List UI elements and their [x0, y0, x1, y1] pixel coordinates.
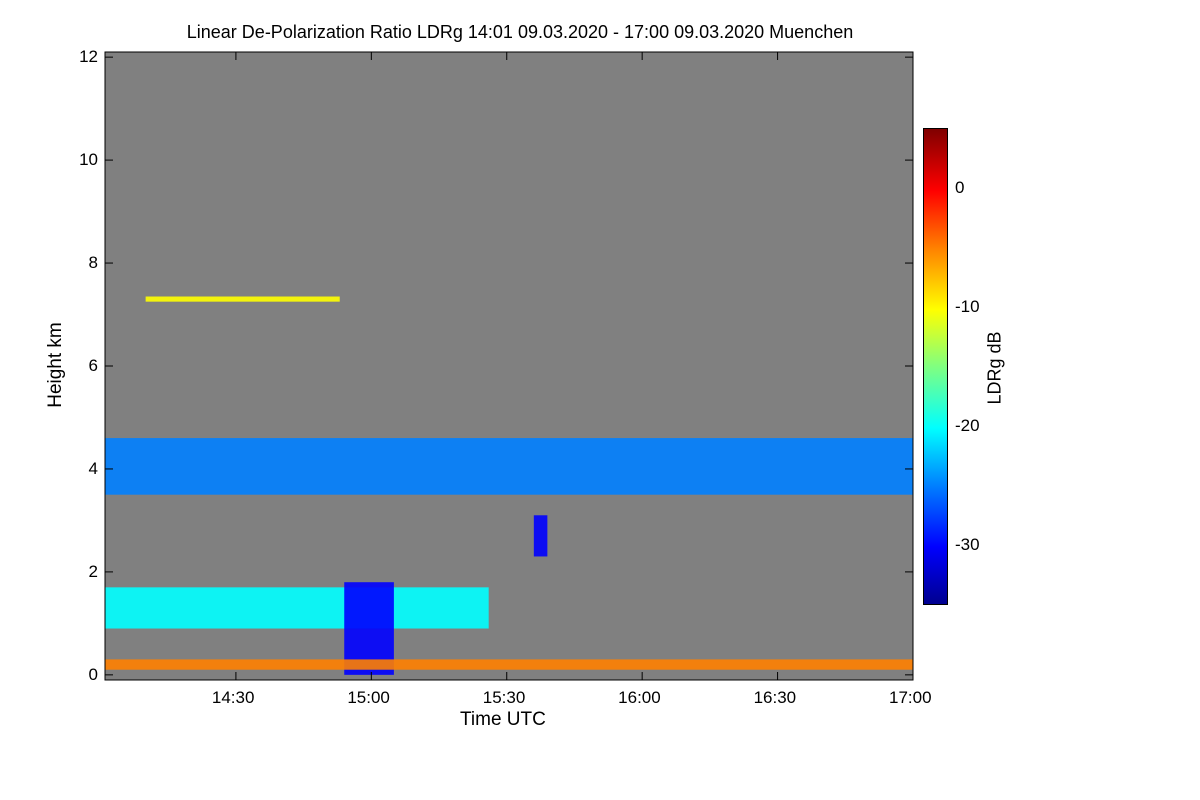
colorbar-tick-label: -10 — [955, 296, 980, 316]
colorbar — [923, 128, 948, 605]
x-tick-label: 17:00 — [889, 688, 932, 707]
y-tick-label: 12 — [79, 47, 98, 67]
chart-title: Linear De-Polarization Ratio LDRg 14:01 … — [186, 22, 854, 42]
x-tick-label: 16:30 — [753, 688, 797, 707]
colorbar-tick-label: -20 — [955, 416, 980, 436]
colorbar-label: LDRg dB — [984, 331, 1005, 405]
y-tick-label: 10 — [79, 150, 98, 170]
feature-low-cloud-layer — [105, 587, 489, 629]
colorbar-tick-label: 0 — [955, 177, 965, 197]
colorbar-tick-label: -30 — [955, 535, 980, 555]
y-tick-label: 0 — [88, 664, 98, 684]
feature-boundary-layer-aerosol — [105, 659, 913, 670]
x-tick-label: 15:30 — [482, 688, 526, 707]
feature-cloud-patch — [533, 515, 548, 557]
x-tick-label: 15:00 — [347, 688, 390, 707]
y-axis-label: Height km — [45, 322, 66, 408]
x-tick-label: 16:00 — [618, 688, 661, 707]
x-tick-label: 14:30 — [211, 688, 255, 707]
feature-cirrus-trace — [145, 296, 340, 302]
y-tick-label: 8 — [88, 253, 98, 273]
plot-background — [105, 52, 913, 680]
feature-ice-cloud-layer — [105, 438, 913, 495]
x-axis-label: Time UTC — [460, 709, 546, 730]
plot-frame — [104, 51, 914, 681]
y-tick-label: 6 — [88, 356, 98, 375]
y-tick-label: 4 — [88, 458, 98, 478]
y-tick-label: 2 — [88, 561, 98, 581]
